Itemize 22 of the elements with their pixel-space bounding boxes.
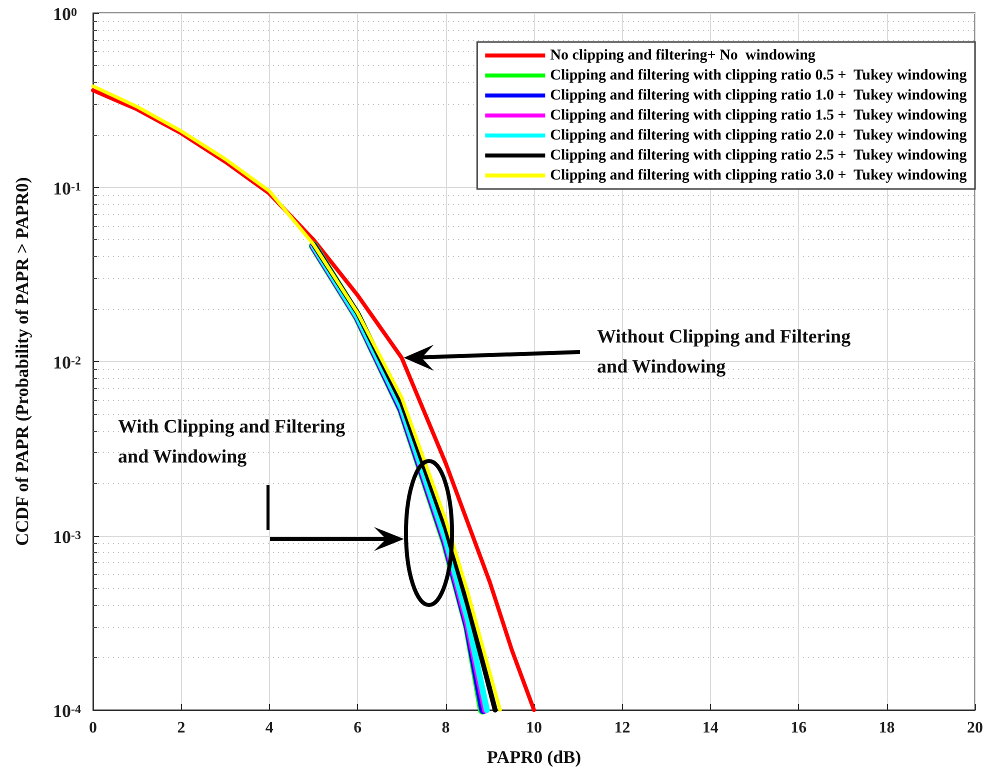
x-tick-label: 4 [265,720,274,736]
x-tick-label: 10 [526,720,542,736]
legend-label: Clipping and filtering with clipping ratio 3.0 + Tukey windowing [550,168,968,184]
annotation: With Clipping and Filtering and Windowing [118,416,346,468]
x-tick-label: 8 [442,720,450,736]
x-tick-label: 2 [177,720,186,736]
x-axis-title: PAPR0 (dB) [486,747,582,767]
x-tick-label: 0 [89,720,97,736]
x-tick-label: 6 [354,720,362,736]
legend-label: Clipping and filtering with clipping ratio 2.5 + Tukey windowing [550,148,968,164]
legend-label: Clipping and filtering with clipping ratio 1.0 + Tukey windowing [550,88,968,104]
x-tick-label: 12 [614,720,630,736]
x-tick-label: 18 [878,720,895,736]
x-tick-label: 16 [790,720,807,736]
x-tick-label: 14 [702,720,718,736]
legend-label: Clipping and filtering with clipping ratio 0.5 + Tukey windowing [550,68,968,84]
annotation: Without Clipping and Filtering and Windowing [597,326,852,378]
legend-label: Clipping and filtering with clipping ratio 2.0 + Tukey windowing [550,128,968,144]
legend-label: No clipping and filtering+ No windowing [550,48,816,64]
legend-label: Clipping and filtering with clipping ratio 1.5 + Tukey windowing [550,108,968,124]
y-axis-title: CCDF of PAPR (Probability of PAPR > PAPR0) [12,177,32,546]
x-tick-label: 20 [967,720,983,736]
